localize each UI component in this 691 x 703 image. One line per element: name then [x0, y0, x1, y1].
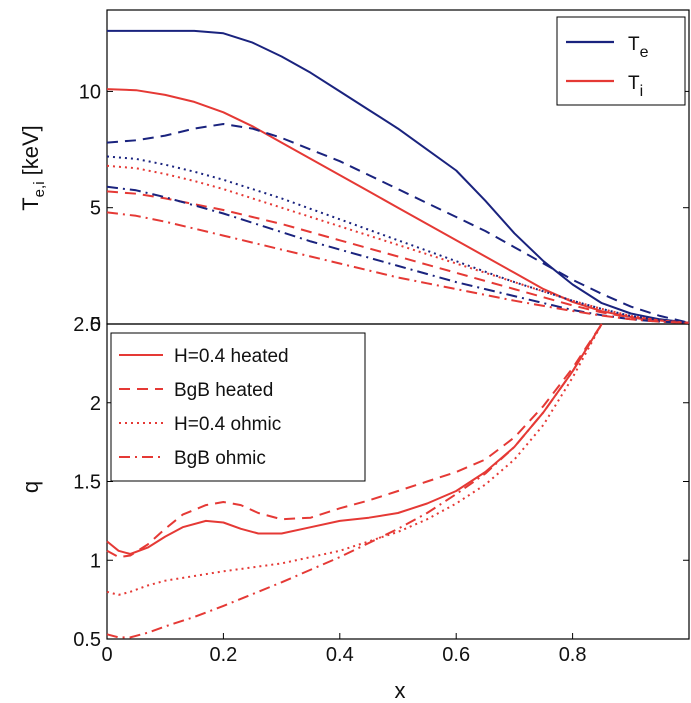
top-series-ti-heated-bgb — [106, 190, 690, 324]
top-y-axis-label-main: T — [18, 197, 43, 210]
bottom-y-axis-label: q — [18, 481, 43, 493]
bottom-legend-label-dashed: BgB heated — [174, 380, 273, 401]
top-y-axis-label-sub: e,i — [31, 181, 48, 197]
top-series-ti-ohmic-h04 — [106, 164, 690, 324]
x-axis-label: x — [395, 678, 406, 703]
top-legend-box — [556, 16, 686, 106]
bottom-y-tick-label: 0.5 — [73, 629, 101, 651]
top-series-group — [106, 29, 690, 324]
bottom-y-tick-label: 1.5 — [73, 472, 101, 494]
top-series-te-heated-bgb — [106, 123, 690, 324]
top-series-te-ohmic-h04 — [106, 155, 690, 324]
bottom-legend-label-dashdot: BgB ohmic — [174, 448, 266, 469]
top-legend: Te Ti — [556, 16, 686, 106]
bottom-y-tick-label: 2.5 — [73, 314, 101, 336]
top-legend-ti-main: T — [628, 73, 640, 94]
bottom-legend-label-dotted: H=0.4 ohmic — [174, 414, 281, 435]
top-legend-ti: Ti — [628, 73, 643, 100]
bottom-y-tick-label: 2 — [90, 393, 101, 415]
bottom-legend-label-solid: H=0.4 heated — [174, 346, 289, 367]
x-tick-label: 0.4 — [326, 644, 354, 666]
x-tick-label: 0.8 — [559, 644, 587, 666]
top-legend-te-main: T — [628, 34, 640, 55]
top-series-te-ohmic-bgb — [106, 185, 690, 324]
bottom-legend: H=0.4 heated BgB heated H=0.4 ohmic BgB ohm… — [110, 332, 366, 482]
top-y-axis-label: Te,i [keV] — [18, 125, 48, 211]
top-series-te-heated-h04 — [107, 29, 690, 324]
top-y-axis-label-unit: [keV] — [18, 125, 43, 181]
top-y-ticks: 0 5 10 — [79, 81, 689, 336]
top-series-ti-ohmic-bgb — [106, 211, 690, 324]
top-y-tick-label: 0 — [90, 314, 101, 336]
bottom-series-q-heated-h04 — [106, 323, 603, 555]
top-legend-te-sub: e — [640, 44, 649, 61]
bottom-y-tick-label: 1 — [90, 550, 101, 572]
top-y-tick-label: 10 — [79, 81, 101, 103]
bottom-series-q-ohmic-h04 — [106, 323, 603, 596]
x-ticks: 0 0.2 0.4 0.6 0.8 — [101, 633, 587, 666]
bottom-series-group — [106, 323, 603, 639]
top-legend-ti-sub: i — [640, 83, 644, 100]
bottom-y-ticks: 0.5 1 1.5 2 2.5 — [73, 314, 689, 651]
top-legend-te: Te — [628, 34, 649, 61]
bottom-series-q-ohmic-bgb — [106, 323, 603, 639]
bottom-legend-box — [110, 332, 366, 482]
top-series-ti-heated-h04 — [106, 88, 690, 324]
x-tick-label: 0.2 — [209, 644, 237, 666]
x-tick-label: 0.6 — [442, 644, 470, 666]
bottom-series-q-heated-bgb — [106, 323, 603, 559]
x-tick-label: 0 — [101, 644, 112, 666]
top-y-tick-label: 5 — [90, 198, 101, 220]
